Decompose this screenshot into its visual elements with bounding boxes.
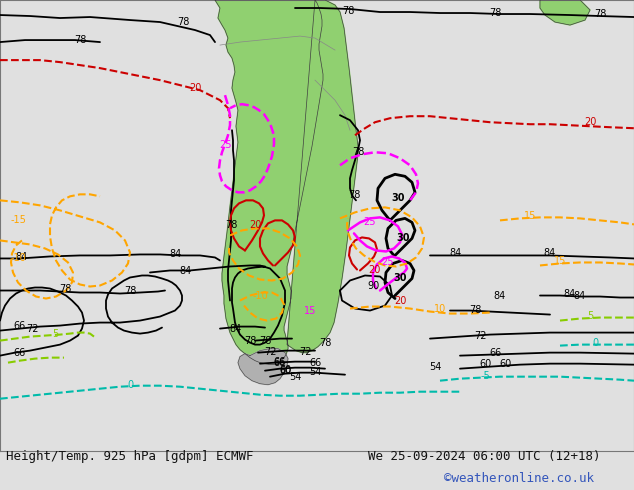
Text: 54: 54 [429, 362, 441, 371]
Text: 66: 66 [309, 358, 321, 368]
Text: 10: 10 [434, 303, 446, 314]
Text: 54: 54 [289, 372, 301, 382]
Text: -5: -5 [480, 370, 490, 381]
Text: 78: 78 [244, 336, 256, 345]
Text: 25: 25 [219, 140, 231, 150]
Text: 30: 30 [396, 233, 410, 244]
Text: 72: 72 [26, 323, 38, 334]
Text: 54: 54 [309, 367, 321, 377]
Text: 78: 78 [59, 284, 71, 294]
Text: 60: 60 [279, 365, 291, 375]
Text: 66: 66 [274, 358, 286, 368]
Text: 78: 78 [348, 190, 360, 200]
Text: ©weatheronline.co.uk: ©weatheronline.co.uk [444, 472, 594, 485]
Text: 60: 60 [499, 359, 511, 368]
Text: 90: 90 [367, 280, 379, 291]
Text: 78: 78 [594, 9, 606, 19]
Text: 66: 66 [14, 320, 26, 331]
Text: 60: 60 [479, 359, 491, 368]
Text: 66: 66 [14, 347, 26, 358]
Text: 20: 20 [394, 295, 406, 306]
Text: 30: 30 [393, 273, 407, 284]
Text: 78: 78 [489, 8, 501, 18]
Text: 84: 84 [494, 291, 506, 300]
Text: 20: 20 [584, 117, 596, 127]
Polygon shape [540, 0, 590, 25]
Text: 78: 78 [342, 6, 354, 16]
Text: 78: 78 [319, 338, 331, 347]
Polygon shape [215, 0, 358, 365]
Text: 5: 5 [587, 311, 593, 320]
Text: 84: 84 [574, 291, 586, 300]
Text: 84: 84 [16, 252, 28, 263]
Text: 0: 0 [592, 338, 598, 347]
Text: 30: 30 [391, 194, 404, 203]
Text: 25: 25 [382, 257, 394, 268]
Text: 0: 0 [127, 380, 133, 390]
Text: 84: 84 [564, 289, 576, 298]
Text: 78: 78 [259, 336, 271, 345]
Text: 15: 15 [304, 306, 316, 316]
Text: 66: 66 [274, 357, 286, 367]
Text: Height/Temp. 925 hPa [gdpm] ECMWF: Height/Temp. 925 hPa [gdpm] ECMWF [6, 450, 254, 463]
Text: 72: 72 [474, 331, 486, 341]
Text: 20: 20 [189, 83, 201, 93]
Text: 78: 78 [74, 35, 86, 45]
Text: 78: 78 [225, 220, 237, 230]
Text: 84: 84 [179, 267, 191, 276]
Text: -10: -10 [10, 253, 26, 264]
Text: 84: 84 [449, 248, 461, 258]
Polygon shape [238, 348, 288, 385]
Text: 15: 15 [524, 211, 536, 221]
Text: 25: 25 [364, 218, 376, 227]
Text: 78: 78 [352, 147, 364, 157]
Text: 72: 72 [299, 346, 311, 357]
Text: -15: -15 [10, 216, 26, 225]
Text: 60: 60 [279, 366, 291, 376]
Text: 78: 78 [124, 286, 136, 295]
Text: 84: 84 [229, 323, 241, 334]
Text: 84: 84 [169, 249, 181, 259]
Text: 84: 84 [544, 248, 556, 258]
Text: We 25-09-2024 06:00 UTC (12+18): We 25-09-2024 06:00 UTC (12+18) [368, 450, 600, 463]
Text: 78: 78 [177, 17, 189, 27]
Text: 66: 66 [489, 347, 501, 358]
Text: 15: 15 [554, 256, 566, 267]
Text: -10: -10 [252, 291, 268, 300]
Text: 20: 20 [368, 266, 380, 275]
Text: 5: 5 [52, 329, 58, 339]
Text: 72: 72 [264, 346, 276, 357]
Text: 78: 78 [469, 305, 481, 315]
Text: 20: 20 [249, 220, 261, 230]
